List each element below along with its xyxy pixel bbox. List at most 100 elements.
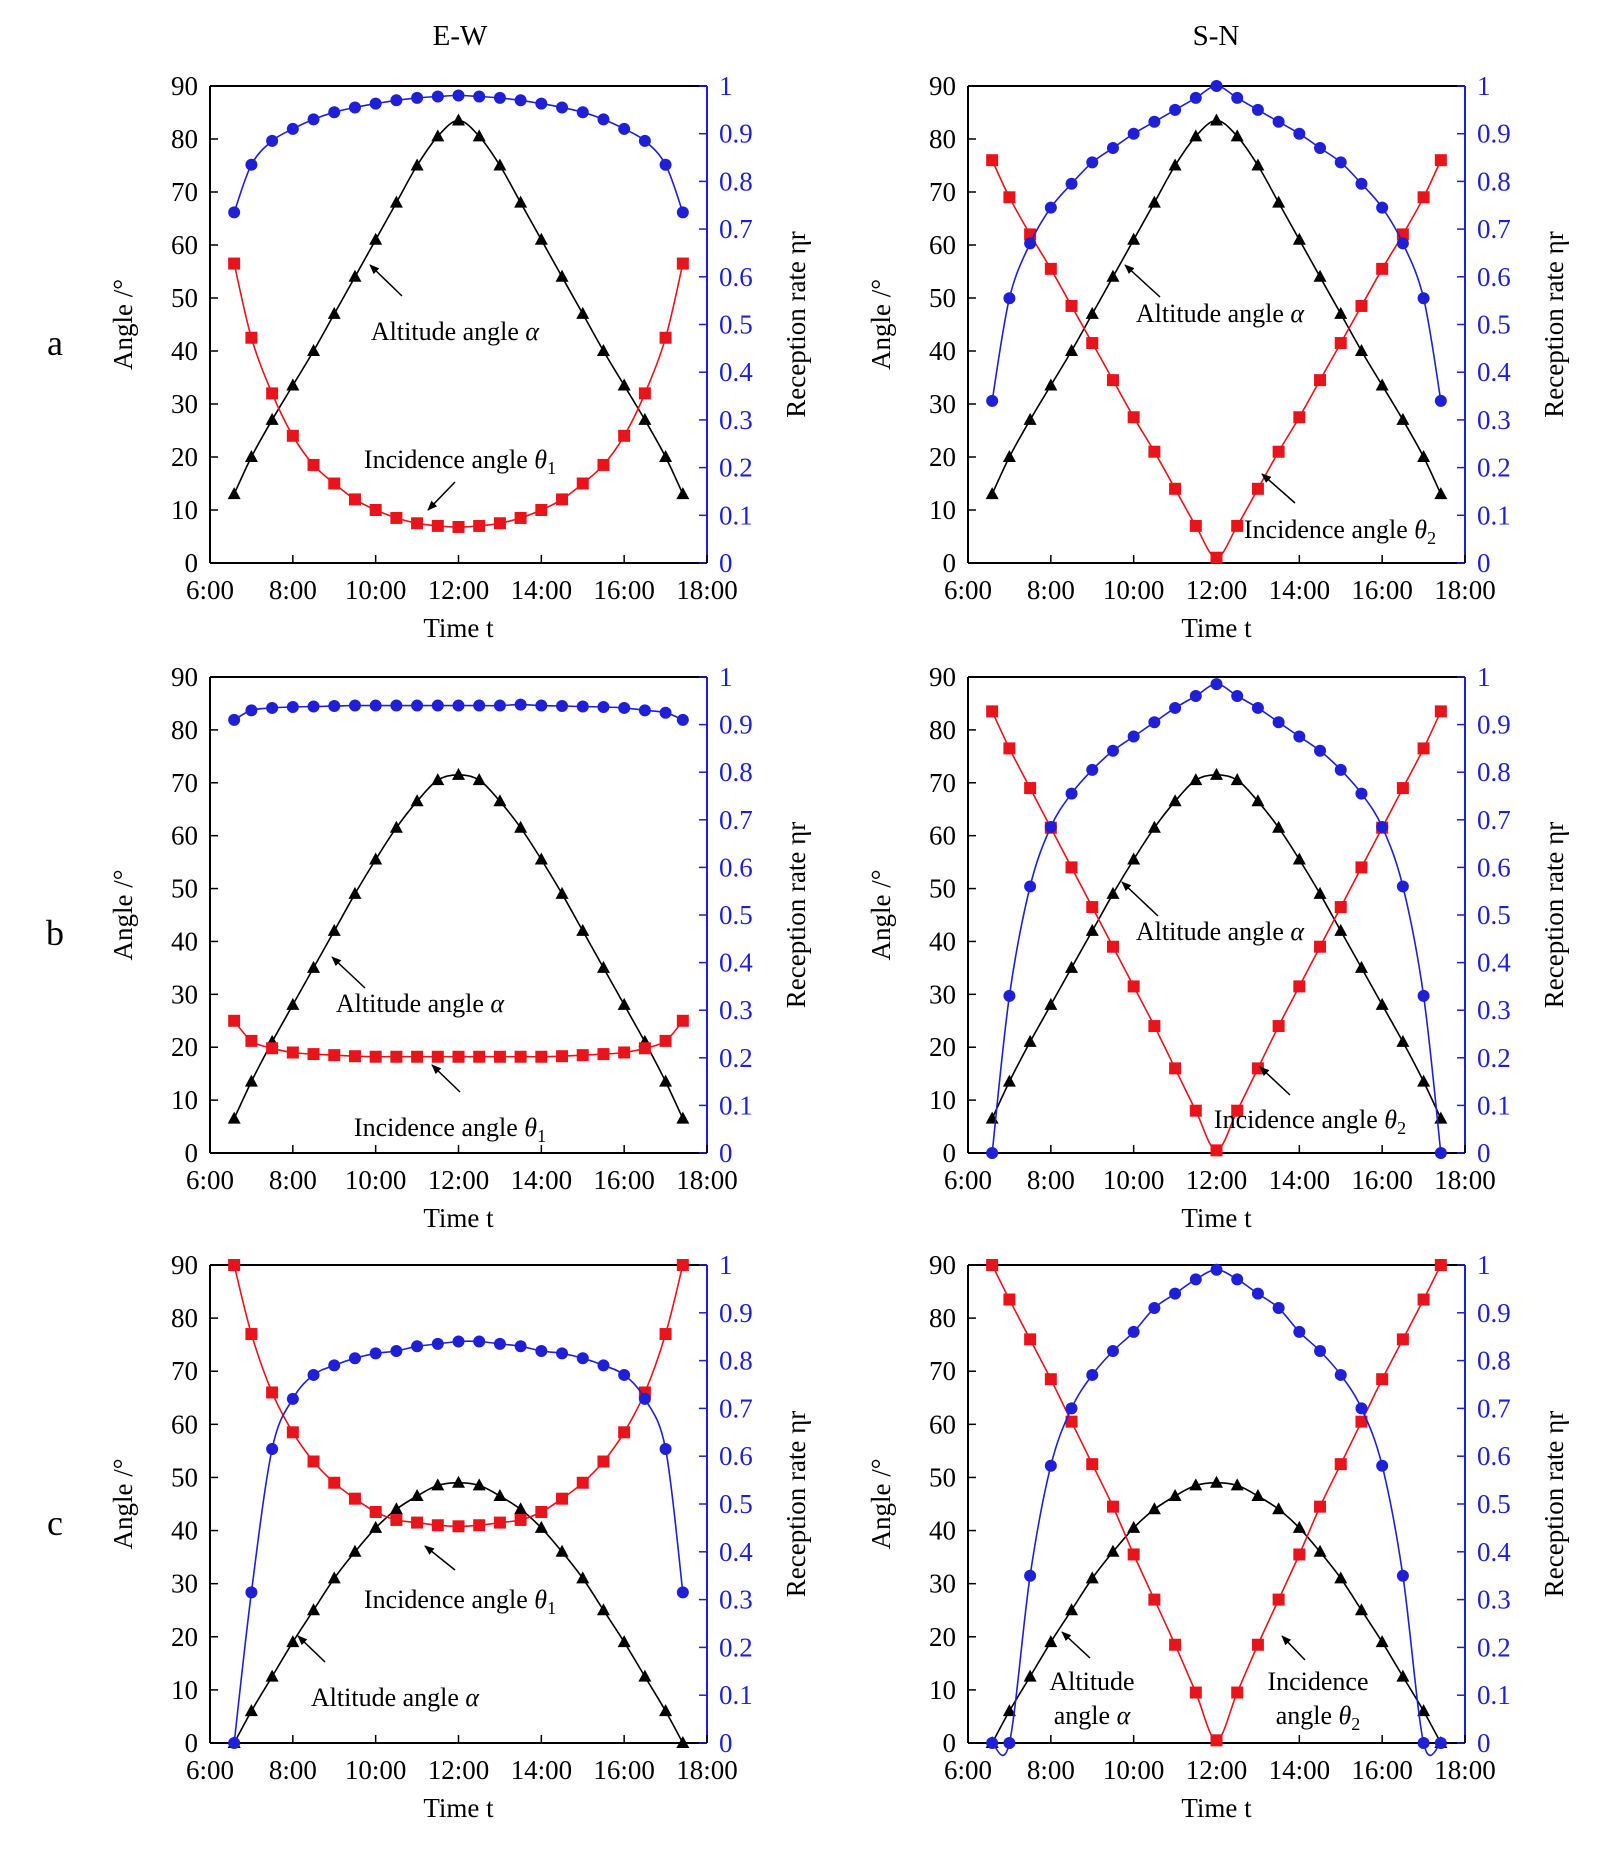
reception-point	[1065, 787, 1078, 800]
annotation-arrow	[369, 264, 403, 297]
incidence-point	[1189, 519, 1202, 532]
column-title: E-W	[433, 20, 488, 52]
altitude-point	[555, 269, 569, 282]
y-tick-label: 60	[929, 230, 956, 260]
x-tick-label: 16:00	[593, 1755, 655, 1785]
y-tick-label: 20	[171, 1622, 198, 1652]
altitude-point	[1044, 378, 1058, 391]
y2-tick-label: 1	[1477, 662, 1491, 692]
altitude-point	[1292, 1520, 1306, 1533]
y2-tick-label: 0.9	[719, 119, 753, 149]
incidence-point	[1272, 445, 1285, 458]
y2-tick-label: 0.2	[719, 1043, 753, 1073]
altitude-point	[514, 820, 528, 833]
y2-tick-label: 0.6	[1477, 262, 1511, 292]
incidence-point	[1003, 742, 1016, 755]
altitude-point	[576, 923, 590, 936]
incidence-point	[307, 458, 320, 471]
reception-point	[1251, 103, 1264, 116]
reception-point	[597, 113, 610, 126]
reception-point	[1434, 1147, 1447, 1159]
y-tick-label: 90	[929, 1250, 956, 1280]
y2-tick-label: 0.4	[719, 357, 753, 387]
y2-tick-label: 0.4	[719, 948, 753, 978]
altitude-point	[307, 344, 321, 356]
annotation-arrow	[424, 1545, 456, 1571]
altitude-point	[659, 1704, 673, 1717]
reception-point	[1396, 880, 1409, 893]
incidence-point	[1293, 980, 1306, 993]
incidence-point	[1396, 782, 1409, 795]
altitude-point	[576, 1571, 590, 1584]
y2-tick-label: 1	[1477, 1250, 1491, 1280]
reception-point	[676, 713, 689, 726]
reception-point	[514, 1340, 527, 1353]
y2-axis-title: Reception rate ηr	[1539, 822, 1569, 1009]
y2-tick-label: 0.3	[1477, 995, 1511, 1025]
altitude-point	[1106, 269, 1120, 282]
altitude-point	[265, 1669, 279, 1682]
incidence-point	[1417, 742, 1430, 755]
y2-tick-label: 0	[1477, 1728, 1491, 1758]
reception-point	[431, 90, 444, 103]
reception-point	[1148, 115, 1161, 128]
y2-axis-title: Reception rate ηr	[1539, 1411, 1569, 1598]
series-line	[233, 263, 684, 528]
altitude-point	[1085, 306, 1099, 319]
altitude-point	[286, 997, 300, 1010]
y2-tick-label: 0.1	[1477, 1090, 1511, 1120]
y-tick-label: 80	[171, 1303, 198, 1333]
altitude-point	[1396, 1669, 1410, 1682]
reception-point	[1396, 1569, 1409, 1582]
incidence-point	[328, 1476, 341, 1489]
y2-tick-label: 0.2	[1477, 453, 1511, 483]
panel-c-e-w: 0 10 20 30 40 50 60 70 80 90 0 0.1 0.2 0.3 0.4 0.5 0.6 0.…	[108, 1250, 811, 1823]
y2-tick-label: 0.2	[719, 1632, 753, 1662]
annotation-arrow	[331, 956, 366, 989]
incidence-point	[369, 504, 382, 516]
incidence-point	[473, 1519, 486, 1532]
x-tick-label: 10:00	[345, 1755, 407, 1785]
y-tick-label: 20	[929, 442, 956, 472]
reception-point	[1189, 1273, 1202, 1286]
reception-point	[1003, 1737, 1016, 1749]
reception-point	[1251, 1287, 1264, 1300]
y-tick-label: 90	[929, 71, 956, 101]
incidence-point	[245, 1328, 258, 1341]
incidence-point	[452, 1520, 465, 1533]
incidence-point	[1065, 299, 1078, 312]
y2-tick-label: 0.3	[719, 405, 753, 435]
reception-point	[286, 1392, 299, 1405]
reception-point	[245, 1586, 258, 1599]
y-tick-label: 60	[171, 230, 198, 260]
x-tick-label: 8:00	[1027, 575, 1075, 605]
incidence-point	[556, 493, 569, 506]
reception-point	[1210, 678, 1223, 691]
y2-tick-label: 0.6	[719, 852, 753, 882]
reception-point	[1106, 142, 1119, 155]
reception-point	[638, 1392, 651, 1405]
incidence-point	[1314, 1500, 1327, 1513]
altitude-point	[1375, 378, 1389, 391]
incidence-point	[986, 154, 999, 167]
incidence-point	[1314, 940, 1327, 953]
altitude-point	[1085, 923, 1099, 936]
incidence-point	[369, 1505, 382, 1518]
incidence-point	[576, 1049, 589, 1062]
y-tick-label: 50	[929, 283, 956, 313]
altitude-point	[1210, 767, 1223, 780]
reception-point	[638, 704, 651, 717]
incidence-point	[676, 257, 689, 270]
reception-point	[1024, 880, 1037, 893]
altitude-point	[410, 1489, 424, 1502]
reception-point	[576, 106, 589, 119]
series-line	[991, 773, 1442, 1119]
x-tick-label: 16:00	[593, 1165, 655, 1195]
reception-point	[597, 700, 610, 713]
altitude-point	[265, 412, 279, 425]
y-tick-label: 30	[929, 1569, 956, 1599]
altitude-point	[1147, 820, 1161, 833]
y2-tick-label: 0.4	[1477, 357, 1511, 387]
incidence-point	[1169, 1062, 1182, 1075]
altitude-point	[1251, 158, 1265, 171]
